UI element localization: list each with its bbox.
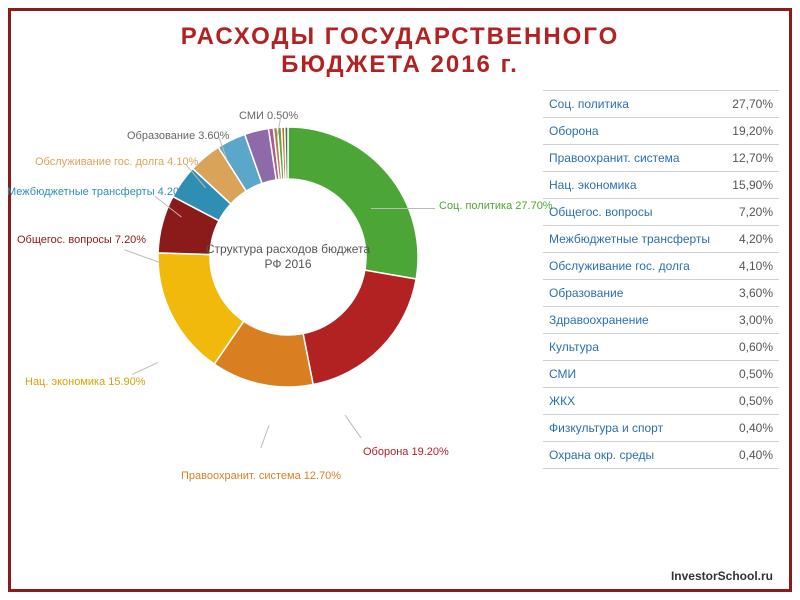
table-row: Физкультура и спорт0,40% bbox=[543, 415, 779, 442]
table-row: Правоохранит. система12,70% bbox=[543, 145, 779, 172]
legend-table-area: Соц. политика27,70%Оборона19,20%Правоохр… bbox=[543, 86, 779, 567]
category-name: Соц. политика bbox=[543, 91, 721, 118]
leader-line bbox=[371, 208, 435, 209]
table-row: Охрана окр. среды0,40% bbox=[543, 442, 779, 469]
source-logo: InvestorSchool.ru bbox=[21, 567, 779, 583]
category-name: Здравоохранение bbox=[543, 307, 721, 334]
category-value: 19,20% bbox=[721, 118, 779, 145]
chart-callout: Оборона 19.20% bbox=[363, 446, 449, 458]
table-row: Межбюджетные трансферты4,20% bbox=[543, 226, 779, 253]
category-value: 0,40% bbox=[721, 415, 779, 442]
chart-callout: Общегос. вопросы 7.20% bbox=[17, 234, 146, 246]
table-row: СМИ0,50% bbox=[543, 361, 779, 388]
category-value: 0,40% bbox=[721, 442, 779, 469]
leader-line bbox=[260, 425, 269, 448]
category-name: Физкультура и спорт bbox=[543, 415, 721, 442]
title-line-1: РАСХОДЫ ГОСУДАРСТВЕННОГО bbox=[21, 23, 779, 51]
category-value: 0,60% bbox=[721, 334, 779, 361]
category-name: Охрана окр. среды bbox=[543, 442, 721, 469]
category-name: ЖКХ bbox=[543, 388, 721, 415]
table-row: ЖКХ0,50% bbox=[543, 388, 779, 415]
chart-callout: СМИ 0.50% bbox=[239, 110, 298, 122]
category-name: Межбюджетные трансферты bbox=[543, 226, 721, 253]
chart-area: Структура расходов бюджета РФ 2016 Соц. … bbox=[21, 86, 543, 567]
table-row: Здравоохранение3,00% bbox=[543, 307, 779, 334]
category-name: Правоохранит. система bbox=[543, 145, 721, 172]
category-value: 15,90% bbox=[721, 172, 779, 199]
table-row: Оборона19,20% bbox=[543, 118, 779, 145]
chart-callout: Образование 3.60% bbox=[127, 130, 229, 142]
table-row: Образование3,60% bbox=[543, 280, 779, 307]
donut-slice bbox=[303, 270, 416, 384]
donut-slice bbox=[288, 127, 418, 279]
donut-slice bbox=[285, 127, 288, 179]
category-value: 27,70% bbox=[721, 91, 779, 118]
category-name: Культура bbox=[543, 334, 721, 361]
table-row: Нац. экономика15,90% bbox=[543, 172, 779, 199]
slide-title: РАСХОДЫ ГОСУДАРСТВЕННОГО БЮДЖЕТА 2016 г. bbox=[21, 23, 779, 78]
category-name: Образование bbox=[543, 280, 721, 307]
chart-callout: Соц. политика 27.70% bbox=[439, 200, 553, 212]
content-row: Структура расходов бюджета РФ 2016 Соц. … bbox=[21, 86, 779, 567]
category-name: Нац. экономика bbox=[543, 172, 721, 199]
category-value: 4,20% bbox=[721, 226, 779, 253]
chart-callout: Межбюджетные трансферты 4.20% bbox=[7, 186, 189, 198]
table-row: Общегос. вопросы7,20% bbox=[543, 199, 779, 226]
category-value: 4,10% bbox=[721, 253, 779, 280]
table-row: Культура0,60% bbox=[543, 334, 779, 361]
slide-frame: РАСХОДЫ ГОСУДАРСТВЕННОГО БЮДЖЕТА 2016 г.… bbox=[8, 8, 792, 592]
table-row: Обслуживание гос. долга4,10% bbox=[543, 253, 779, 280]
category-value: 7,20% bbox=[721, 199, 779, 226]
category-name: СМИ bbox=[543, 361, 721, 388]
chart-callout: Обслуживание гос. долга 4.10% bbox=[35, 156, 198, 168]
category-value: 3,60% bbox=[721, 280, 779, 307]
title-line-2: БЮДЖЕТА 2016 г. bbox=[21, 51, 779, 79]
chart-callout: Нац. экономика 15.90% bbox=[25, 376, 146, 388]
chart-callout: Правоохранит. система 12.70% bbox=[181, 470, 341, 482]
table-row: Соц. политика27,70% bbox=[543, 91, 779, 118]
category-value: 12,70% bbox=[721, 145, 779, 172]
leader-line bbox=[345, 415, 362, 439]
category-value: 3,00% bbox=[721, 307, 779, 334]
category-value: 0,50% bbox=[721, 388, 779, 415]
category-name: Обслуживание гос. долга bbox=[543, 253, 721, 280]
category-name: Общегос. вопросы bbox=[543, 199, 721, 226]
category-value: 0,50% bbox=[721, 361, 779, 388]
legend-table: Соц. политика27,70%Оборона19,20%Правоохр… bbox=[543, 90, 779, 469]
category-name: Оборона bbox=[543, 118, 721, 145]
